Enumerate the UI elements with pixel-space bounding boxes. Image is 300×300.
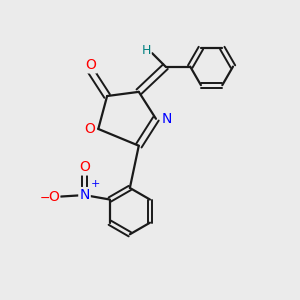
Text: N: N	[79, 188, 90, 202]
Text: −: −	[40, 192, 50, 205]
Text: +: +	[91, 178, 100, 188]
Text: N: N	[161, 112, 172, 126]
Text: O: O	[84, 122, 95, 136]
Text: O: O	[48, 190, 59, 204]
Text: H: H	[141, 44, 151, 57]
Text: O: O	[85, 58, 96, 72]
Text: O: O	[79, 160, 90, 174]
